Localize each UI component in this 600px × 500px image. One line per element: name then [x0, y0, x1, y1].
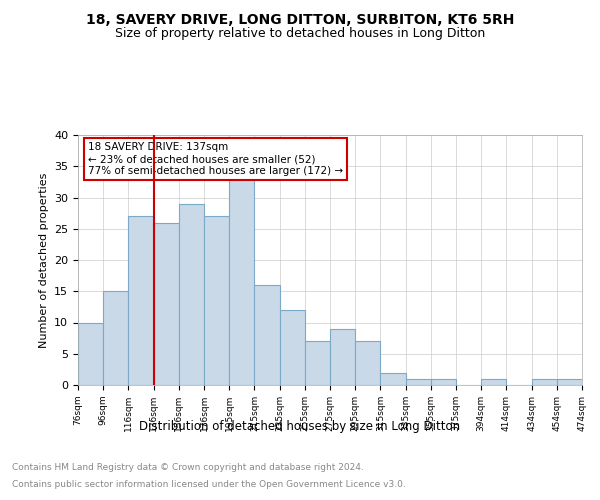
Text: 18, SAVERY DRIVE, LONG DITTON, SURBITON, KT6 5RH: 18, SAVERY DRIVE, LONG DITTON, SURBITON,… — [86, 12, 514, 26]
Bar — [280, 310, 305, 385]
Bar — [154, 222, 179, 385]
Bar — [557, 379, 582, 385]
Text: Distribution of detached houses by size in Long Ditton: Distribution of detached houses by size … — [139, 420, 461, 433]
Bar — [179, 204, 204, 385]
Bar — [481, 379, 506, 385]
Bar — [229, 179, 254, 385]
Text: 18 SAVERY DRIVE: 137sqm
← 23% of detached houses are smaller (52)
77% of semi-de: 18 SAVERY DRIVE: 137sqm ← 23% of detache… — [88, 142, 343, 176]
Bar — [431, 379, 456, 385]
Bar — [78, 322, 103, 385]
Y-axis label: Number of detached properties: Number of detached properties — [38, 172, 49, 348]
Bar — [103, 291, 128, 385]
Text: Contains public sector information licensed under the Open Government Licence v3: Contains public sector information licen… — [12, 480, 406, 489]
Bar — [305, 341, 330, 385]
Bar — [330, 329, 355, 385]
Bar — [254, 285, 280, 385]
Text: Size of property relative to detached houses in Long Ditton: Size of property relative to detached ho… — [115, 28, 485, 40]
Bar — [380, 372, 406, 385]
Bar — [128, 216, 154, 385]
Bar — [406, 379, 431, 385]
Bar — [532, 379, 557, 385]
Bar — [355, 341, 380, 385]
Bar — [204, 216, 229, 385]
Text: Contains HM Land Registry data © Crown copyright and database right 2024.: Contains HM Land Registry data © Crown c… — [12, 462, 364, 471]
